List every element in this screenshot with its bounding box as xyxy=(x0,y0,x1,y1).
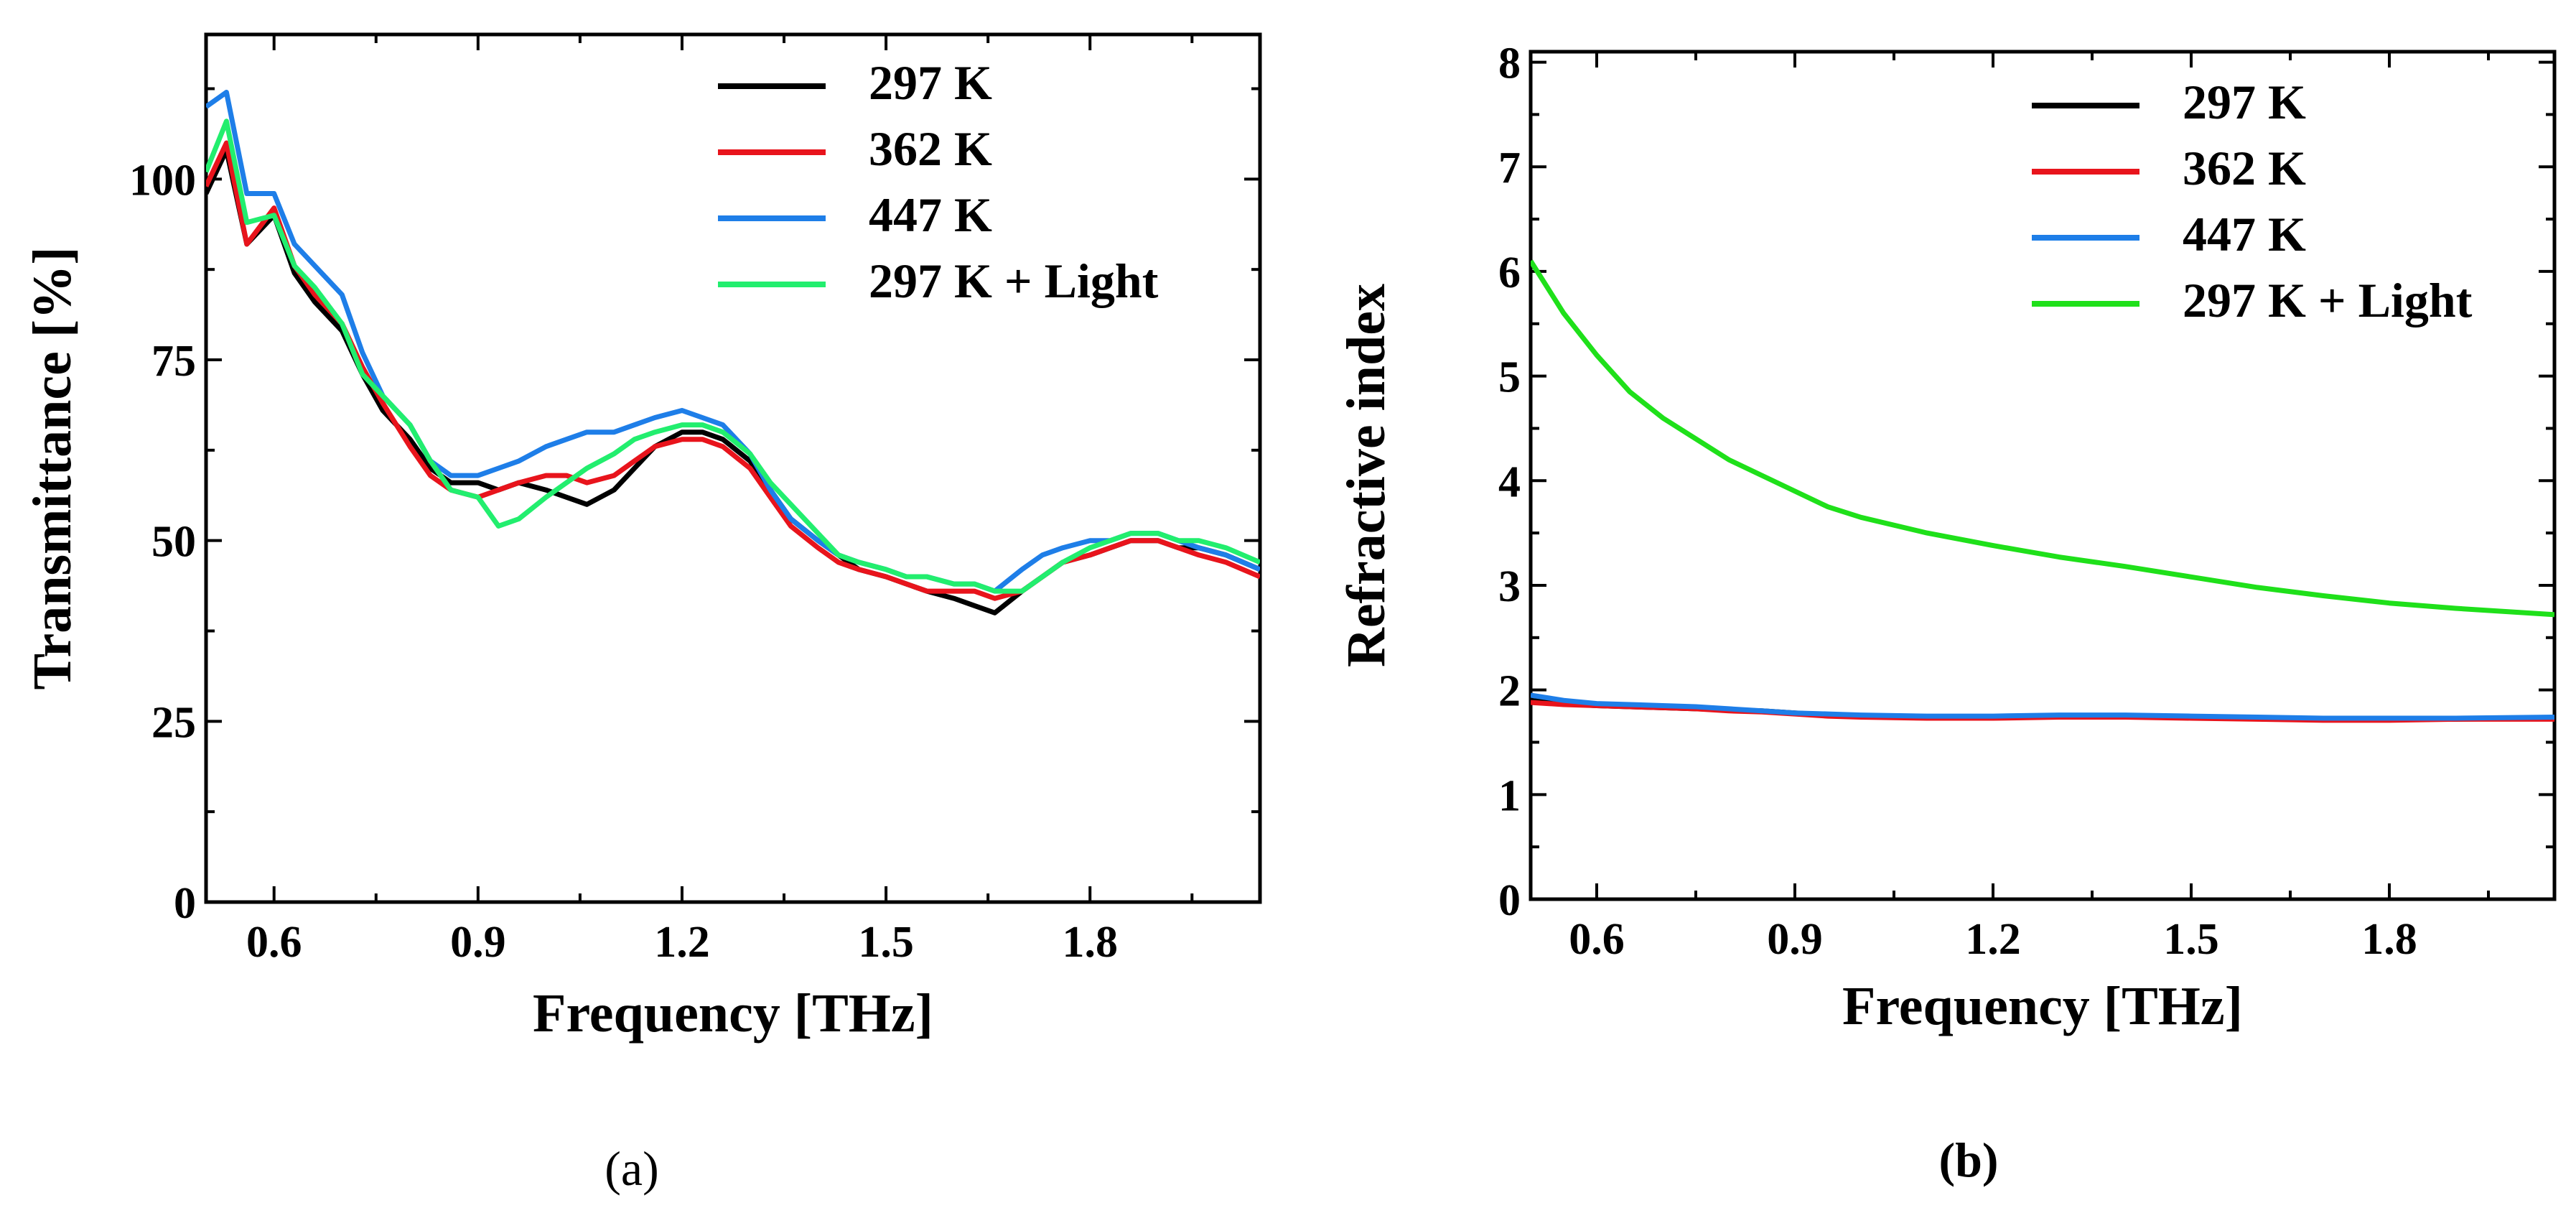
panel-b-refractive-index: 0.6 0.9 1.2 1.5 1.8 0 1 2 3 4 5 6 7 8 297 K 362 K 447 … xyxy=(1336,40,2557,1187)
x-tick-label: 1.2 xyxy=(1965,915,2021,964)
legend-entry: 297 K + Light xyxy=(2183,273,2473,328)
plot-frame xyxy=(204,32,1262,904)
x-axis-ticks: 0.6 0.9 1.2 1.5 1.8 xyxy=(1569,52,2490,964)
series-line-297-k-light xyxy=(1531,259,2554,618)
series-line-362-k xyxy=(206,140,1260,601)
y-tick-label: 2 xyxy=(1498,667,1521,716)
y-axis-ticks: 0 25 50 75 100 xyxy=(129,87,1260,928)
legend-entry: 447 K xyxy=(869,187,992,242)
x-tick-label: 1.8 xyxy=(1062,918,1118,967)
y-tick-label: 50 xyxy=(151,518,196,567)
y-tick-label: 75 xyxy=(151,337,196,386)
y-tick-label: 0 xyxy=(1498,876,1521,925)
plot-frame xyxy=(1529,50,2557,901)
y-tick-label: 0 xyxy=(174,879,196,928)
y-axis-label: Refractive index xyxy=(1336,284,1396,667)
panel-a-transmittance: 0.6 0.9 1.2 1.5 1.8 0 25 50 75 100 297 K 362 K 447… xyxy=(22,32,1262,1196)
x-axis-ticks: 0.6 0.9 1.2 1.5 1.8 xyxy=(246,34,1194,967)
x-tick-label: 0.9 xyxy=(450,918,506,967)
legend-entry: 362 K xyxy=(2183,141,2306,195)
legend-entry: 447 K xyxy=(2183,207,2306,261)
y-axis-ticks: 0 1 2 3 4 5 6 7 8 xyxy=(1498,40,2554,925)
x-tick-label: 1.5 xyxy=(858,918,914,967)
panel-label-b: (b) xyxy=(1938,1133,1998,1187)
legend-entry: 297 K xyxy=(2183,75,2306,129)
x-tick-label: 1.5 xyxy=(2163,915,2219,964)
x-tick-label: 0.6 xyxy=(246,918,302,967)
y-tick-label: 1 xyxy=(1498,771,1521,820)
series-line-447-k xyxy=(1531,692,2554,721)
y-tick-label: 100 xyxy=(129,156,196,205)
y-tick-label: 3 xyxy=(1498,562,1521,611)
y-tick-label: 5 xyxy=(1498,353,1521,402)
legend-entry: 297 K xyxy=(869,55,992,110)
series-line-297-k-light xyxy=(206,119,1260,594)
series-lines xyxy=(206,90,1260,616)
x-axis-label: Frequency [THz] xyxy=(533,983,933,1044)
y-tick-label: 4 xyxy=(1498,457,1521,506)
legend-entry: 362 K xyxy=(869,121,992,176)
y-tick-label: 7 xyxy=(1498,144,1521,192)
y-tick-label: 6 xyxy=(1498,248,1521,297)
y-tick-label: 8 xyxy=(1498,40,1521,88)
legend: 297 K 362 K 447 K 297 K + Light xyxy=(718,55,1159,308)
x-tick-label: 1.8 xyxy=(2361,915,2417,964)
x-tick-label: 0.9 xyxy=(1767,915,1823,964)
series-lines xyxy=(1531,259,2554,723)
x-axis-label: Frequency [THz] xyxy=(1842,976,2243,1036)
y-axis-label: Transmittance [%] xyxy=(22,246,83,689)
legend-entry: 297 K + Light xyxy=(869,254,1159,308)
x-tick-label: 0.6 xyxy=(1569,915,1625,964)
legend: 297 K 362 K 447 K 297 K + Light xyxy=(2032,75,2473,328)
series-line-447-k xyxy=(206,90,1260,594)
x-tick-label: 1.2 xyxy=(654,918,710,967)
panel-label-a: (a) xyxy=(605,1141,658,1196)
y-tick-label: 25 xyxy=(151,698,196,747)
